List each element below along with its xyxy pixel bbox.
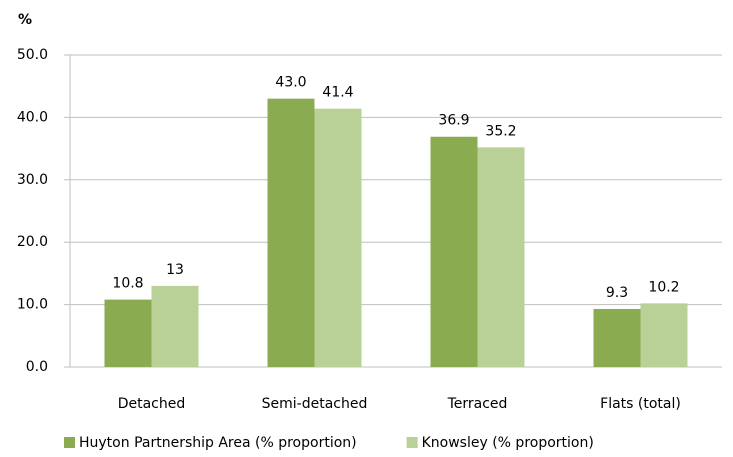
- bar: [104, 299, 152, 367]
- legend-swatch: [406, 437, 418, 448]
- y-tick-label: 30.0: [17, 172, 48, 188]
- bar: [593, 308, 641, 367]
- y-axis-label: %: [18, 12, 32, 28]
- y-tick-label: 10.0: [17, 297, 48, 313]
- bar: [267, 98, 315, 368]
- data-label: 13: [166, 262, 184, 278]
- data-label: 36.9: [438, 113, 469, 129]
- x-tick-label: Semi-detached: [262, 396, 368, 412]
- bar: [640, 303, 688, 367]
- y-tick-label: 50.0: [17, 47, 48, 63]
- bar: [430, 136, 478, 367]
- x-tick-label: Flats (total): [600, 396, 681, 412]
- data-label: 43.0: [275, 75, 306, 91]
- x-tick-label: Detached: [118, 396, 186, 412]
- data-label: 10.8: [112, 276, 143, 292]
- bar: [314, 108, 362, 367]
- data-label: 9.3: [606, 285, 628, 301]
- data-label: 35.2: [485, 123, 516, 139]
- data-label: 41.4: [322, 85, 353, 101]
- bar: [477, 147, 525, 367]
- y-tick-label: 40.0: [17, 109, 48, 125]
- y-tick-label: 0.0: [26, 359, 48, 375]
- legend-label: Huyton Partnership Area (% proportion): [79, 435, 357, 451]
- legend-label: Knowsley (% proportion): [422, 435, 594, 451]
- y-tick-label: 20.0: [17, 234, 48, 250]
- x-tick-label: Terraced: [447, 396, 508, 412]
- legend-swatch: [64, 437, 75, 448]
- bar: [151, 285, 199, 367]
- data-label: 10.2: [648, 279, 679, 295]
